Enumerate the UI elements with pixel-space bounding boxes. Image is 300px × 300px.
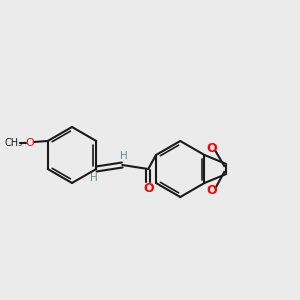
Text: O: O bbox=[206, 184, 217, 196]
Text: O: O bbox=[206, 142, 217, 154]
Text: H: H bbox=[90, 173, 98, 183]
Text: O: O bbox=[26, 138, 34, 148]
Text: O: O bbox=[143, 182, 154, 196]
Text: CH₃: CH₃ bbox=[5, 138, 23, 148]
Text: H: H bbox=[120, 151, 128, 161]
